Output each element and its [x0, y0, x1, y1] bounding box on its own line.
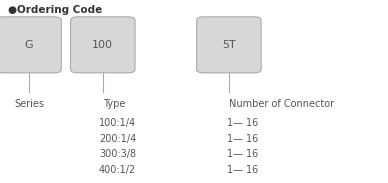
- Text: 200:1/4: 200:1/4: [99, 134, 136, 144]
- Text: G: G: [25, 40, 33, 50]
- Text: 5T: 5T: [222, 40, 236, 50]
- Text: 1— 16: 1— 16: [227, 165, 258, 175]
- FancyBboxPatch shape: [0, 17, 61, 73]
- FancyBboxPatch shape: [71, 17, 135, 73]
- Text: Number of Connector: Number of Connector: [229, 99, 334, 109]
- Text: 1— 16: 1— 16: [227, 134, 258, 144]
- Text: 100:1/4: 100:1/4: [99, 118, 136, 128]
- Text: Type: Type: [103, 99, 125, 109]
- Text: 400:1/2: 400:1/2: [99, 165, 136, 175]
- Text: 1— 16: 1— 16: [227, 118, 258, 128]
- Text: 300:3/8: 300:3/8: [99, 149, 136, 159]
- Text: Series: Series: [14, 99, 44, 109]
- Text: 100: 100: [92, 40, 113, 50]
- Text: ●Ordering Code: ●Ordering Code: [8, 5, 102, 16]
- FancyBboxPatch shape: [197, 17, 261, 73]
- Text: 1— 16: 1— 16: [227, 149, 258, 159]
